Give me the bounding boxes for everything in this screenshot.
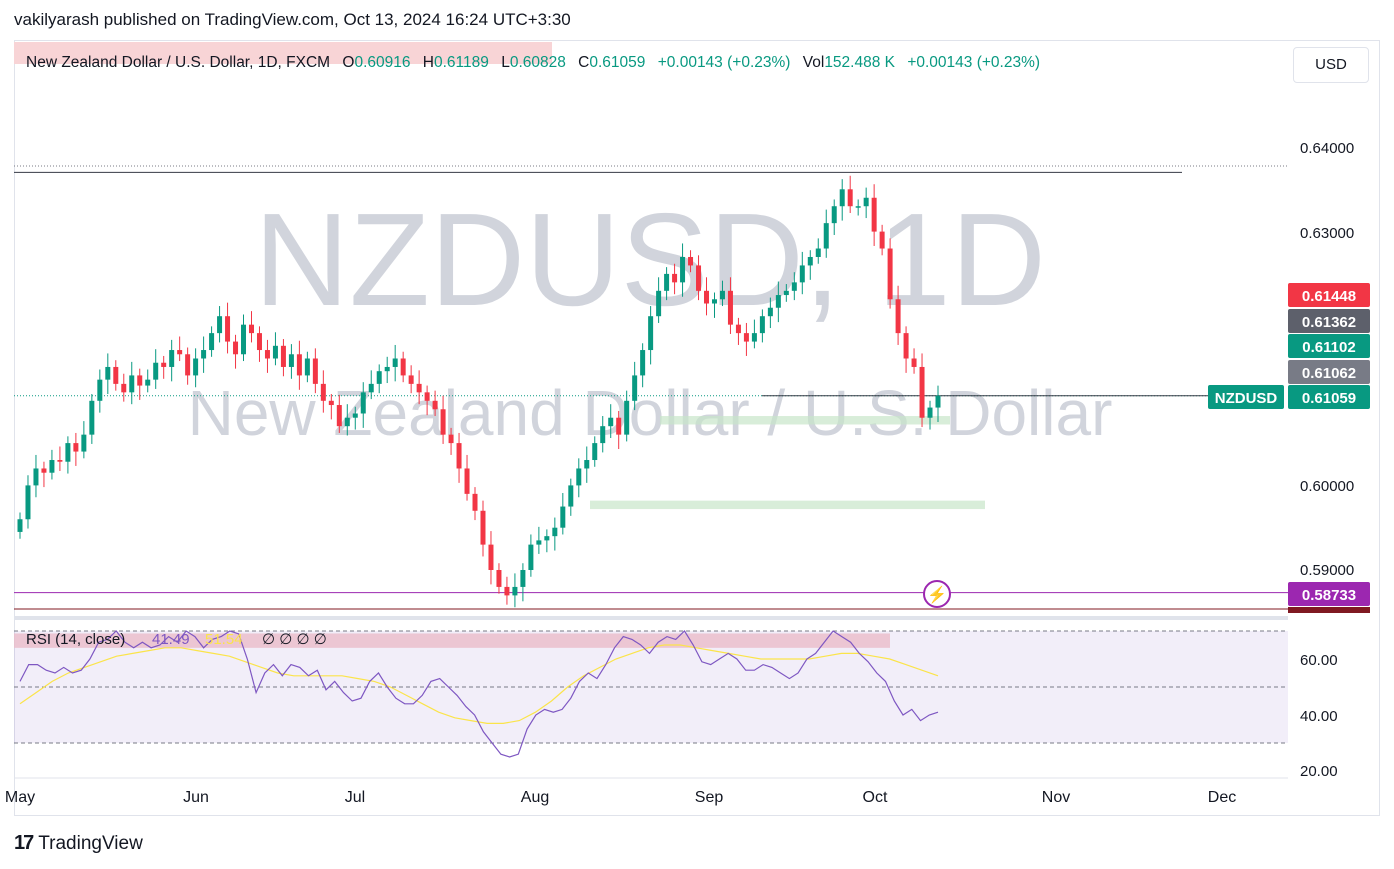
- currency-button[interactable]: USD: [1293, 47, 1369, 83]
- close-value: 0.61059: [589, 54, 646, 71]
- symbol-title[interactable]: New Zealand Dollar / U.S. Dollar, 1D, FX…: [26, 54, 331, 71]
- ohlc-legend: New Zealand Dollar / U.S. Dollar, 1D, FX…: [26, 54, 1040, 72]
- close-label: C: [578, 54, 590, 71]
- high-label: H: [422, 54, 434, 71]
- high-value: 0.61189: [434, 54, 489, 71]
- low-value: 0.60828: [509, 54, 566, 71]
- publish-info: vakilyarash published on TradingView.com…: [14, 10, 571, 29]
- volume-label: Vol: [802, 54, 825, 71]
- volume-value: 152.488 K: [824, 54, 895, 71]
- low-label: L: [501, 54, 510, 71]
- change-value: +0.00143 (+0.23%): [657, 54, 791, 71]
- chart-frame: [14, 40, 1380, 816]
- footer-brand-text: TradingView: [38, 832, 143, 854]
- legend-highlight: [14, 42, 552, 64]
- tradingview-logo-icon: 17: [14, 832, 34, 854]
- volume-change: +0.00143 (+0.23%): [907, 54, 1041, 71]
- footer-brand[interactable]: 17 TradingView: [14, 832, 143, 855]
- open-value: 0.60916: [354, 54, 411, 71]
- open-label: O: [342, 54, 355, 71]
